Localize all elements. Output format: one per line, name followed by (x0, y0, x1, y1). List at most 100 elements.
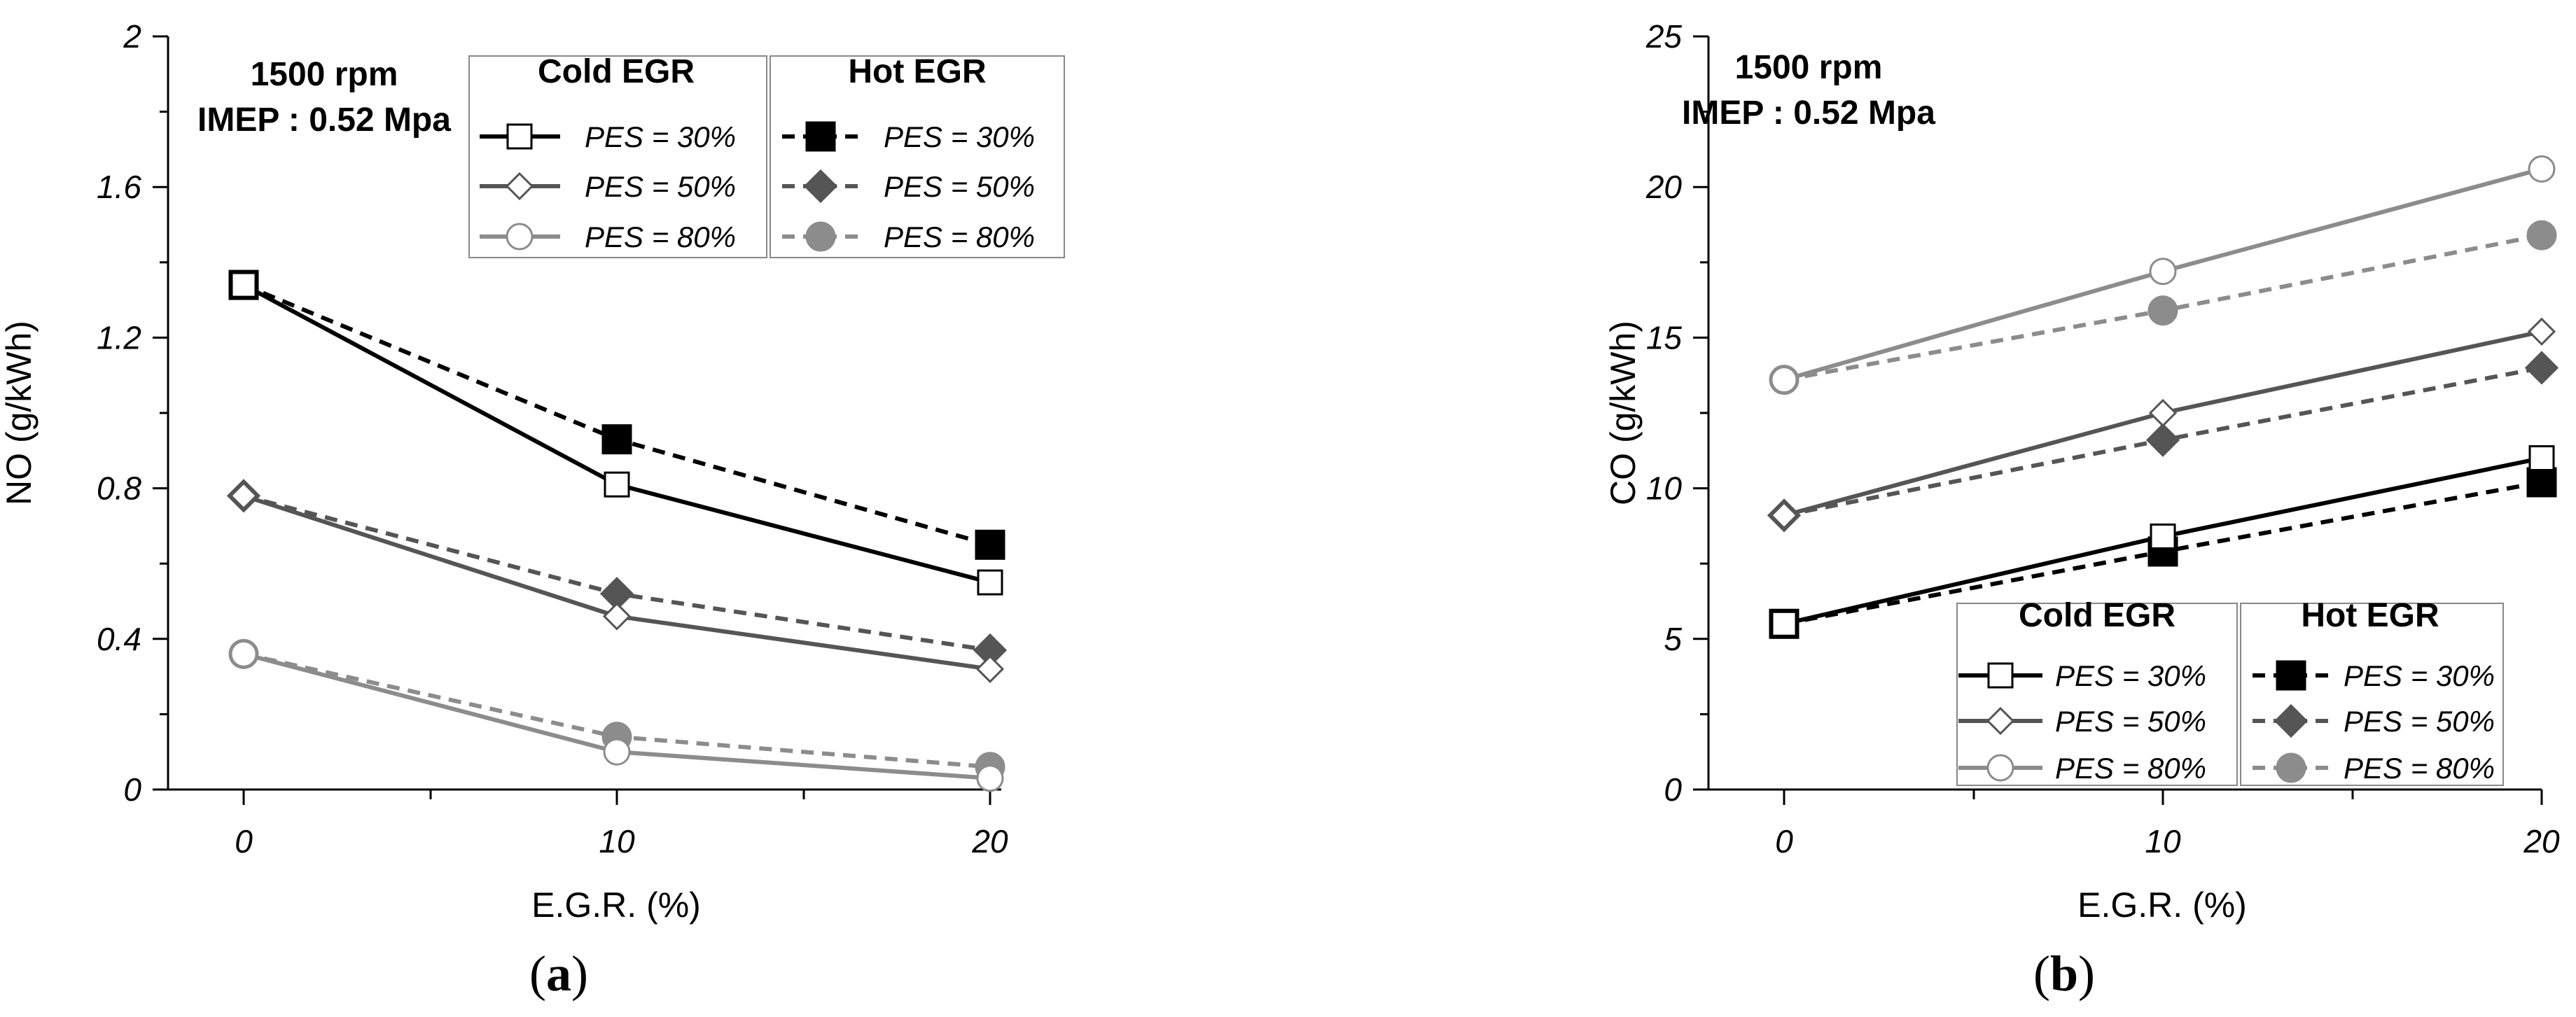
condition-annotation: IMEP : 0.52 Mpa (1682, 94, 1935, 132)
data-point (975, 654, 1005, 683)
data-point (602, 602, 632, 631)
panel-label-part: ) (2078, 946, 2095, 1002)
series-cold-egr-pes-80 (230, 640, 1004, 792)
y-tick-label: 0 (123, 771, 141, 808)
y-tick-label: 0 (1664, 771, 1682, 808)
data-point (2528, 155, 2556, 183)
data-point (2148, 398, 2178, 428)
legend-label: PES = 80% (884, 220, 1035, 253)
data-point (1769, 501, 1799, 530)
data-point (230, 640, 258, 668)
legend: Cold EGR PES = 30% PES = 50% PES = 80% Hot E… (468, 53, 1065, 258)
y-tick-label: 1.2 (97, 319, 141, 356)
legend-label: PES = 50% (2344, 705, 2495, 738)
data-point (2526, 467, 2557, 498)
x-tick-label: 0 (235, 823, 253, 860)
data-point (2145, 423, 2180, 457)
legend-label: PES = 30% (2055, 659, 2206, 692)
legend-marker (505, 171, 534, 201)
legend-group-title: Hot EGR (848, 53, 986, 90)
y-tick-label: 10 (1646, 470, 1683, 507)
x-axis-title: E.G.R. (%) (2077, 885, 2247, 925)
legend-group-title: Hot EGR (2301, 597, 2439, 634)
chart-panel-b: 0 5 10 15 20 25 0 10 20 CO (g/kWh) E.G.R. (%) (b) 15… (1603, 18, 2560, 1002)
x-axis-title: E.G.R. (%) (531, 885, 701, 925)
panel-label-part: b (2050, 946, 2078, 1002)
series-hot-egr-pes-80 (1769, 220, 2557, 395)
y-tick-label: 0.8 (97, 470, 141, 507)
series-cold-egr-pes-50 (1769, 317, 2556, 530)
panel-label-part: ( (529, 946, 546, 1002)
legend-marker (805, 121, 836, 152)
data-point (1770, 366, 1798, 394)
legend: Cold EGR PES = 30% PES = 50% PES = 80% Hot E… (1956, 597, 2504, 786)
x-tick-label: 10 (2145, 823, 2181, 860)
condition-annotation: 1500 rpm (251, 56, 398, 93)
series-cold-egr-pes-30 (230, 272, 1003, 596)
data-point (604, 471, 630, 498)
data-point (2526, 220, 2557, 251)
y-tick-label: 2 (123, 18, 141, 55)
data-point (2150, 523, 2176, 549)
data-point (2149, 258, 2177, 286)
series-hot-egr-pes-50 (226, 479, 1008, 668)
legend-marker (805, 221, 836, 252)
y-axis-title: NO (g/kWh) (0, 321, 39, 505)
y-axis-title: CO (g/kWh) (1603, 321, 1643, 505)
legend-marker (803, 169, 838, 204)
legend-label: PES = 50% (2055, 705, 2206, 738)
legend-label: PES = 30% (2344, 659, 2495, 692)
legend-marker (1986, 754, 2014, 782)
data-point (2147, 295, 2178, 326)
condition-annotation: IMEP : 0.52 Mpa (197, 101, 451, 139)
y-tick-label: 25 (1645, 18, 1683, 55)
legend-marker (2276, 660, 2306, 691)
data-point (601, 424, 632, 455)
legend-marker (2276, 752, 2306, 783)
data-point (1771, 610, 1797, 637)
legend-marker (1987, 662, 2014, 689)
legend-label: PES = 30% (585, 120, 736, 153)
data-point (976, 764, 1004, 792)
legend-marker (2274, 703, 2309, 738)
data-point (2528, 445, 2555, 472)
series-cold-egr-pes-80 (1770, 155, 2556, 394)
legend-label: PES = 80% (585, 220, 736, 253)
x-tick-label: 20 (971, 823, 1008, 860)
panel-label-part: a (546, 946, 571, 1002)
x-tick-label: 0 (1775, 823, 1793, 860)
legend-group-title: Cold EGR (538, 53, 695, 90)
series-cold-egr-pes-30 (1771, 445, 2555, 637)
legend-label: PES = 50% (585, 170, 736, 203)
x-tick-label: 20 (2523, 823, 2560, 860)
series-line (242, 283, 991, 547)
data-point (977, 569, 1003, 596)
y-tick-label: 20 (1645, 169, 1683, 205)
legend-marker (506, 223, 534, 251)
legend-label: PES = 80% (2055, 752, 2206, 785)
data-point (975, 529, 1005, 560)
y-tick-label: 15 (1646, 319, 1683, 356)
series-hot-egr-pes-30 (228, 269, 1005, 560)
panel-label-part: ) (571, 946, 588, 1002)
data-point (2524, 351, 2559, 385)
legend-marker (506, 123, 533, 150)
legend-group-title: Cold EGR (2019, 597, 2175, 634)
panel-label: (a) (529, 946, 588, 1002)
data-point (603, 738, 631, 766)
panel-label-part: ( (2033, 946, 2050, 1002)
series-hot-egr-pes-50 (1767, 351, 2559, 533)
data-point (230, 272, 257, 298)
legend-label: PES = 50% (884, 170, 1035, 203)
y-tick-label: 1.6 (97, 169, 141, 205)
x-tick-label: 10 (599, 823, 635, 860)
data-point (229, 482, 258, 510)
legend-marker (1986, 706, 2015, 736)
legend-label: PES = 80% (2344, 752, 2495, 785)
y-tick-label: 5 (1664, 621, 1682, 657)
series-cold-egr-pes-50 (229, 482, 1005, 683)
legend-label: PES = 30% (884, 120, 1035, 153)
data-point (2527, 317, 2556, 346)
